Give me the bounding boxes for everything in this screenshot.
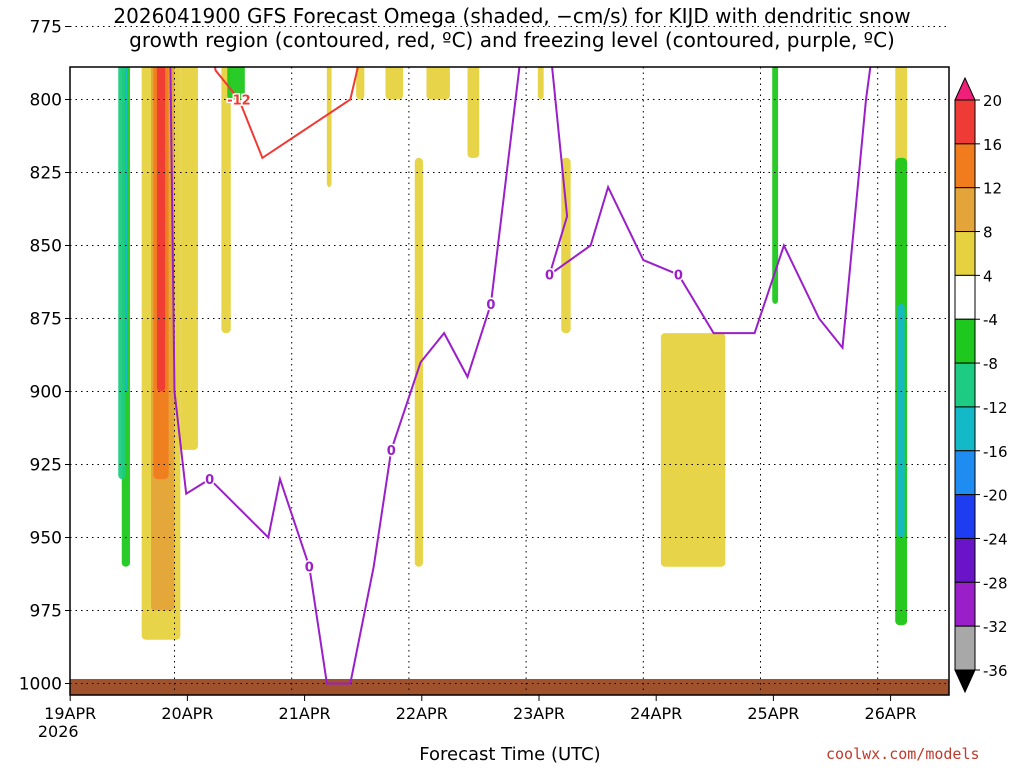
contour-label: 0 <box>205 473 214 488</box>
colorbar-tick-label: 4 <box>983 267 993 285</box>
x-tick-label: 22APR <box>396 704 448 723</box>
omega-shade-cell <box>356 67 365 100</box>
colorbar-segment <box>954 362 976 408</box>
omega-shade-cell <box>415 0 427 41</box>
colorbar-tick-label: -12 <box>983 399 1008 417</box>
omega-shade-cell <box>180 67 198 450</box>
y-tick-label: 1000 <box>19 675 62 695</box>
y-tick-label: 825 <box>30 164 62 184</box>
y-tick-label: 775 <box>30 18 62 38</box>
colorbar-segment <box>954 231 976 276</box>
colorbar-segment <box>954 494 976 539</box>
x-tick-label: 21APR <box>279 704 331 723</box>
colorbar-segment <box>954 318 976 364</box>
x-tick-label: 23APR <box>513 704 565 723</box>
x-tick-label: 2026 <box>38 722 79 741</box>
omega-shade-cell <box>848 0 854 12</box>
ground-surface <box>70 679 949 695</box>
contour-labels: -12-12-12-12-12-18-180000000 <box>204 92 685 577</box>
colorbar-segment <box>954 99 976 145</box>
x-tick-label: 25APR <box>747 704 799 723</box>
colorbar-segment <box>954 274 976 320</box>
colorbar: 20 16 12 8 4 -4 -8 -12 -16 -20 -24 -28 -32 -36 <box>954 76 1008 694</box>
colorbar-tick-label: 16 <box>983 136 1002 154</box>
omega-shade-cell <box>156 67 166 392</box>
omega-shade-cell <box>221 67 231 334</box>
colorbar-segment <box>954 406 976 452</box>
colorbar-tick-label: -24 <box>983 530 1008 548</box>
omega-shade-cell <box>385 67 404 100</box>
contour-label: 0 <box>305 561 314 576</box>
colorbar-segment <box>954 625 976 671</box>
contour-label: 0 <box>486 298 495 313</box>
y-tick-label: 850 <box>30 237 62 257</box>
colorbar-tick-label: 8 <box>983 224 993 242</box>
colorbar-top-arrow <box>954 76 976 101</box>
grid-layer <box>70 26 949 695</box>
omega-shade-cell <box>537 67 544 100</box>
omega-shade-cell <box>467 67 480 158</box>
omega-shade-cell <box>326 67 332 188</box>
colorbar-tick-label: -36 <box>983 662 1008 680</box>
chart-title: 2026041900 GFS Forecast Omega (shaded, −… <box>113 4 911 52</box>
y-tick-label: 950 <box>30 529 62 549</box>
y-tick-label: 925 <box>30 456 62 476</box>
colorbar-tick-label: 12 <box>983 180 1002 198</box>
y-tick-label: 875 <box>30 310 62 330</box>
contour-label: 0 <box>545 269 554 284</box>
contour-line <box>169 67 872 685</box>
x-tick-label: 26APR <box>865 704 917 723</box>
colorbar-segment <box>954 143 976 189</box>
colorbar-tick-label: 20 <box>983 92 1002 110</box>
colorbar-segment <box>954 450 976 496</box>
x-axis-label: Forecast Time (UTC) <box>419 744 601 765</box>
omega-shade-cell <box>660 333 726 567</box>
colorbar-segment <box>954 581 976 627</box>
omega-shade-cell <box>426 67 450 100</box>
y-tick-label: 800 <box>30 91 62 111</box>
omega-shade-cell <box>897 303 905 538</box>
colorbar-tick-label: -28 <box>983 574 1008 592</box>
plot-frame <box>69 66 950 696</box>
omega-shade-cell <box>274 0 280 12</box>
colorbar-bottom-arrow <box>954 669 976 694</box>
omega-shade-cell <box>772 67 779 304</box>
colorbar-tick-label: -8 <box>983 355 998 373</box>
y-axis: 5255505756006256506757007257507758008258… <box>19 18 70 695</box>
x-tick-label: 20APR <box>161 704 213 723</box>
source-credit: coolwx.com/models <box>826 745 980 763</box>
omega-shade-cell <box>227 67 245 100</box>
x-tick-label: 24APR <box>630 704 682 723</box>
shading-layer <box>118 0 907 640</box>
omega-shade-cell <box>125 67 128 392</box>
colorbar-segment <box>954 537 976 583</box>
omega-shade-cell <box>118 67 126 480</box>
y-tick-label: 975 <box>30 602 62 622</box>
colorbar-tick-label: -16 <box>983 443 1008 461</box>
contour-label: 0 <box>674 269 683 284</box>
contour-label: 0 <box>387 444 396 459</box>
contour-label: -12 <box>227 94 251 109</box>
contour-layer <box>169 67 872 685</box>
colorbar-segment <box>954 187 976 233</box>
colorbar-tick-label: -20 <box>983 487 1008 505</box>
y-tick-label: 900 <box>30 383 62 403</box>
x-tick-label: 19APR <box>44 704 96 723</box>
colorbar-tick-label: -4 <box>983 311 998 329</box>
colorbar-tick-label: -32 <box>983 618 1008 636</box>
